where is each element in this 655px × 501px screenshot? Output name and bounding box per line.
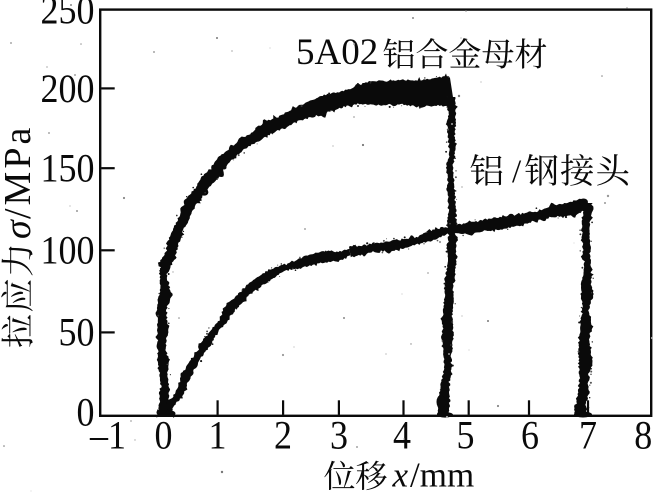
svg-text:100: 100 <box>41 229 95 273</box>
svg-text:0: 0 <box>155 414 173 458</box>
svg-text:/mm: /mm <box>410 456 474 495</box>
svg-text:/MPa: /MPa <box>0 125 39 219</box>
svg-text:200: 200 <box>41 67 95 111</box>
svg-text:2: 2 <box>274 414 292 458</box>
svg-text:150: 150 <box>41 147 95 191</box>
svg-text:σ: σ <box>0 219 39 239</box>
svg-text:–1: –1 <box>89 414 126 458</box>
svg-text:8: 8 <box>634 414 652 458</box>
svg-text:/: / <box>512 154 522 190</box>
svg-text:5A02: 5A02 <box>296 32 378 73</box>
svg-text:1: 1 <box>209 414 227 458</box>
svg-text:5: 5 <box>457 414 475 458</box>
svg-text:6: 6 <box>521 414 539 458</box>
svg-text:0: 0 <box>77 391 95 435</box>
svg-text:x: x <box>392 456 409 495</box>
svg-text:7: 7 <box>579 414 597 458</box>
svg-text:4: 4 <box>393 414 411 458</box>
svg-text:250: 250 <box>41 0 95 33</box>
svg-text:50: 50 <box>59 311 95 355</box>
svg-text:3: 3 <box>330 414 348 458</box>
